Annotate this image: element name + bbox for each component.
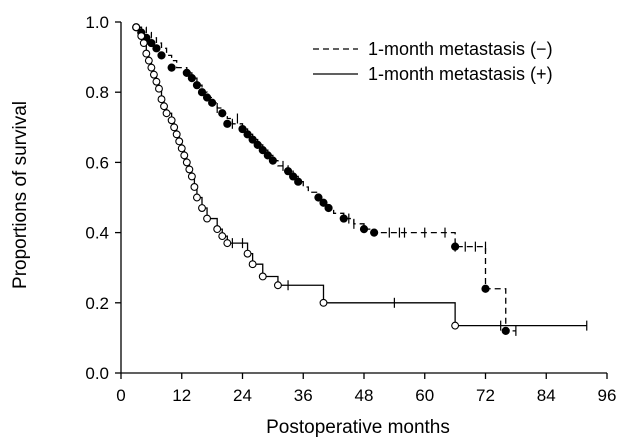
event-point	[132, 23, 141, 32]
event-point	[175, 137, 184, 146]
event-point	[370, 228, 379, 237]
event-point	[319, 298, 328, 307]
event-point	[258, 146, 267, 155]
event-point	[314, 193, 323, 202]
event-point	[218, 232, 227, 241]
x-tick-label: 72	[476, 386, 495, 405]
event-point	[198, 204, 206, 212]
series-line	[136, 26, 516, 332]
event-point	[451, 242, 460, 251]
x-tick-label: 24	[233, 386, 252, 405]
event-point	[253, 140, 262, 149]
y-tick-label: 0.0	[85, 364, 109, 383]
event-point	[273, 281, 282, 290]
event-point	[149, 70, 158, 79]
event-point	[157, 95, 166, 104]
event-point	[142, 49, 151, 58]
y-tick-label: 0.2	[85, 294, 109, 313]
event-point	[147, 38, 156, 48]
event-point	[187, 172, 196, 181]
event-point	[144, 56, 153, 65]
event-point	[289, 172, 298, 181]
event-point	[208, 98, 217, 107]
event-point	[218, 109, 227, 118]
event-point	[167, 63, 176, 72]
event-point	[187, 74, 196, 83]
x-tick-label: 60	[415, 386, 434, 405]
legend-label: 1-month metastasis (+)	[368, 64, 553, 84]
event-point	[283, 167, 293, 176]
axes: 0 12 24 36 48 60 72 84 96 0.0 0.2 0.4 0.6 0.8 1.0	[85, 13, 616, 405]
event-point	[223, 239, 232, 248]
event-point	[203, 214, 212, 223]
event-point	[248, 260, 257, 269]
event-point	[152, 77, 161, 86]
event-point	[213, 225, 222, 234]
event-point	[451, 321, 460, 330]
event-point	[243, 249, 252, 258]
event-point	[185, 165, 194, 174]
event-point	[481, 284, 490, 293]
y-tick-label: 0.8	[85, 83, 109, 102]
event-point	[359, 224, 369, 234]
event-point	[139, 39, 148, 48]
event-point	[137, 32, 146, 40]
event-point	[243, 130, 252, 139]
event-point	[294, 177, 303, 186]
x-tick-label: 12	[172, 386, 191, 405]
event-point	[180, 151, 189, 160]
y-tick-label: 0.6	[85, 153, 109, 172]
event-point	[192, 193, 201, 202]
event-point	[319, 198, 328, 207]
plot-area	[132, 23, 588, 336]
event-point	[147, 63, 156, 72]
event-point	[167, 116, 176, 125]
event-point	[182, 68, 191, 77]
event-point	[248, 135, 257, 144]
event-point	[172, 130, 181, 139]
y-axis-title: Proportions of survival	[10, 101, 31, 289]
event-point	[223, 119, 232, 128]
legend-label: 1-month metastasis (−)	[368, 39, 553, 59]
event-point	[202, 93, 212, 102]
event-point	[157, 51, 166, 60]
event-point	[162, 109, 171, 118]
x-tick-label: 84	[537, 386, 556, 405]
event-point	[501, 326, 510, 335]
x-tick-label: 0	[116, 386, 125, 405]
x-axis-title: Postoperative months	[266, 417, 450, 438]
x-tick-label: 96	[598, 386, 617, 405]
event-point	[258, 272, 267, 281]
event-point	[197, 88, 207, 97]
legend: 1-month metastasis (−) 1-month metastasis…	[313, 39, 553, 84]
event-point	[155, 84, 163, 93]
x-tick-label: 36	[294, 386, 313, 405]
event-point	[170, 123, 179, 132]
event-point	[339, 214, 348, 223]
series-metastasis-positive	[132, 23, 588, 331]
event-point	[263, 151, 272, 160]
y-tick-label: 1.0	[85, 13, 109, 32]
event-point	[190, 183, 199, 191]
event-point	[152, 44, 161, 53]
y-tick-label: 0.4	[85, 224, 109, 243]
event-point	[192, 81, 202, 90]
event-point	[160, 102, 168, 111]
event-point	[238, 124, 247, 134]
x-tick-label: 48	[355, 386, 374, 405]
event-point	[182, 158, 191, 167]
event-point	[324, 203, 333, 213]
event-point	[268, 156, 277, 165]
event-point	[177, 144, 186, 153]
